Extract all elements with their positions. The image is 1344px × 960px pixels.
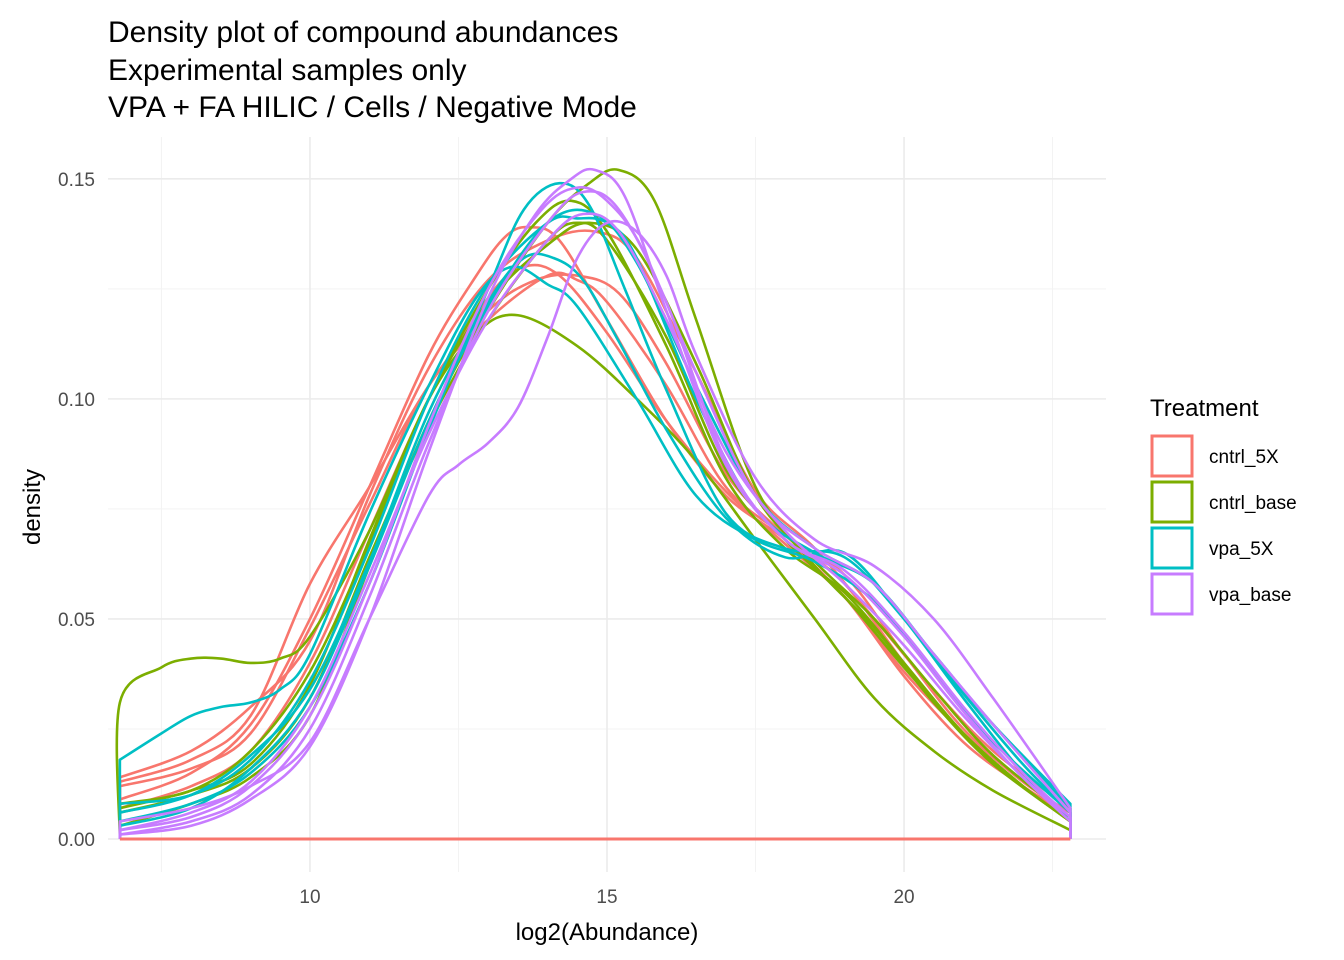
x-tick-label: 10 bbox=[299, 887, 320, 908]
y-axis-ticks: 0.00 0.05 0.10 0.15 bbox=[58, 170, 95, 851]
chart-title: Density plot of compound abundances bbox=[108, 16, 618, 49]
x-axis-ticks: 10 15 20 bbox=[299, 887, 914, 908]
chart-subtitle-line-2: VPA + FA HILIC / Cells / Negative Mode bbox=[108, 91, 637, 124]
legend-label-cntrl_5X: cntrl_5X bbox=[1209, 447, 1279, 468]
legend-label-vpa_5X: vpa_5X bbox=[1209, 539, 1274, 560]
y-tick-label: 0.10 bbox=[58, 390, 95, 411]
legend: Treatment cntrl_5X cntrl_base vpa_5X vpa_ba… bbox=[1150, 395, 1297, 616]
density-curves bbox=[115, 167, 1072, 841]
chart-titles: Density plot of compound abundances Expe… bbox=[108, 16, 637, 124]
legend-key-vpa_base bbox=[1150, 572, 1194, 616]
y-tick-label: 0.15 bbox=[58, 170, 95, 191]
density-line-vpa_base bbox=[118, 167, 1072, 839]
legend-title: Treatment bbox=[1150, 395, 1259, 422]
density-line-vpa_base bbox=[118, 189, 1072, 839]
chart-subtitle-line-1: Experimental samples only bbox=[108, 54, 467, 87]
legend-key-vpa_5X bbox=[1150, 526, 1194, 570]
x-tick-label: 20 bbox=[893, 887, 914, 908]
density-line-vpa_base bbox=[118, 219, 1072, 839]
density-line-vpa_base bbox=[118, 212, 1072, 839]
density-line-vpa_5X bbox=[118, 252, 1072, 839]
legend-key-cntrl_5X bbox=[1150, 434, 1194, 478]
y-axis-title: density bbox=[19, 469, 46, 545]
x-axis-title: log2(Abundance) bbox=[516, 919, 699, 946]
x-tick-label: 15 bbox=[596, 887, 617, 908]
density-line-vpa_base bbox=[118, 186, 1072, 839]
legend-key-cntrl_base bbox=[1150, 480, 1194, 524]
legend-label-cntrl_base: cntrl_base bbox=[1209, 493, 1297, 514]
density-line-cntrl_base bbox=[118, 199, 1072, 839]
legend-label-vpa_base: vpa_base bbox=[1209, 585, 1291, 606]
y-tick-label: 0.00 bbox=[58, 830, 95, 851]
y-tick-label: 0.05 bbox=[58, 610, 95, 631]
density-line-vpa_5X bbox=[118, 181, 1072, 839]
